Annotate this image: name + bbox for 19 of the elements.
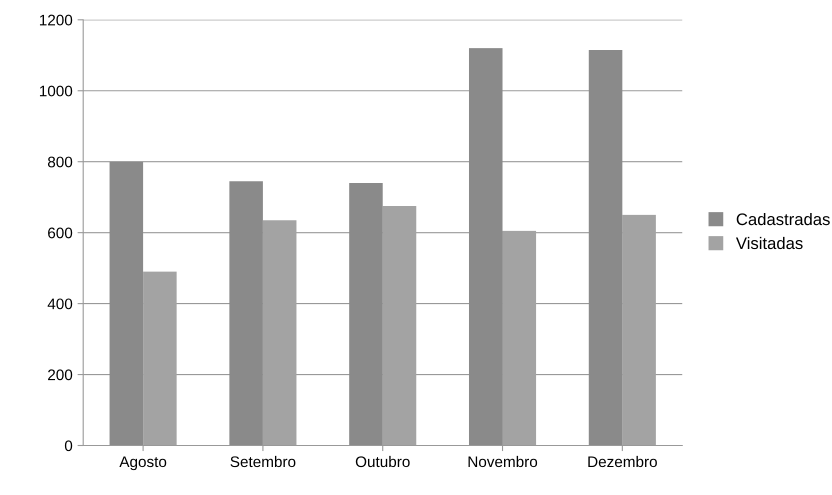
bar xyxy=(110,162,144,446)
bar xyxy=(229,181,263,446)
y-tick-label: 1000 xyxy=(40,86,72,96)
y-tick-label: 200 xyxy=(48,369,72,380)
x-tick-label: Dezembro xyxy=(588,456,657,468)
bar xyxy=(588,50,622,446)
bar xyxy=(349,182,383,446)
y-tick-label: 1200 xyxy=(40,14,72,26)
x-tick-label: Outubro xyxy=(356,456,410,468)
bar xyxy=(468,48,503,446)
x-tick-label: Setembro xyxy=(230,456,296,468)
y-tick-label: 800 xyxy=(48,156,72,168)
y-tick-label: 600 xyxy=(48,228,72,238)
y-tick-label: 0 xyxy=(64,440,72,452)
x-tick-label: Novembro xyxy=(468,456,538,468)
x-tick-label: Agosto xyxy=(119,456,166,470)
legend-label: Visitadas xyxy=(736,236,803,250)
y-tick-label: 400 xyxy=(48,298,72,310)
legend-label: Cadastradas xyxy=(736,212,830,226)
